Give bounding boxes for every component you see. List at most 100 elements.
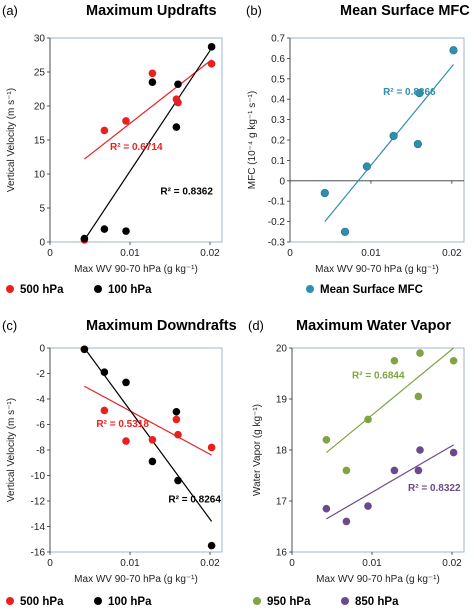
y-tick-label: -14 <box>31 522 46 533</box>
y-tick-label: 20 <box>34 102 46 113</box>
data-point <box>207 60 216 68</box>
data-point <box>390 466 399 475</box>
y-tick-label: -4 <box>36 395 45 406</box>
data-point <box>449 356 458 365</box>
r-squared-label: R² = 0.8322 <box>408 483 461 494</box>
trend-line <box>324 64 454 222</box>
y-axis-label: Vertical Velocity (m s⁻¹) <box>6 398 17 502</box>
data-point <box>390 356 399 365</box>
r-squared-label: R² = 0.8264 <box>168 494 221 505</box>
y-tick-label: -0.3 <box>268 238 286 249</box>
x-tick-label: 0.02 <box>442 248 462 259</box>
x-tick-label: 0 <box>287 248 293 259</box>
data-point <box>172 407 181 416</box>
data-point <box>100 368 109 377</box>
data-point <box>449 448 458 457</box>
y-tick-label: 0.3 <box>271 115 285 126</box>
panel-label: (a) <box>2 3 18 18</box>
data-point <box>122 378 130 387</box>
y-tick-label: 30 <box>34 34 46 45</box>
legend-label: 100 hPa <box>108 284 152 296</box>
x-tick-label: 0 <box>289 558 295 569</box>
legend-marker <box>94 285 102 293</box>
legend-marker <box>6 285 14 293</box>
data-point <box>415 88 424 98</box>
data-point <box>100 406 109 415</box>
data-point <box>174 80 182 89</box>
legend-label: 950 hPa <box>267 596 311 608</box>
legend-marker <box>341 597 349 605</box>
data-point <box>207 443 216 452</box>
chart-title: Mean Surface MFC <box>340 3 470 19</box>
data-point <box>174 476 182 485</box>
data-point <box>80 234 89 243</box>
x-tick-label: 0.01 <box>120 248 140 259</box>
data-point <box>414 392 423 401</box>
data-point <box>172 123 181 131</box>
trend-line <box>83 47 213 241</box>
y-tick-label: 20 <box>276 344 288 355</box>
x-axis-label: Max WV 90-70 hPa (g kg⁻¹) <box>74 264 198 275</box>
data-point <box>207 541 216 550</box>
legend-marker <box>94 597 102 605</box>
chart-title: Maximum Water Vapor <box>296 318 451 334</box>
y-tick-label: 5 <box>39 204 45 215</box>
x-tick-label: 0.01 <box>361 248 381 259</box>
y-tick-label: 19 <box>276 395 288 406</box>
y-tick-label: 15 <box>34 136 46 147</box>
data-point <box>364 502 372 510</box>
data-point <box>122 227 130 235</box>
panel-label: (d) <box>248 318 264 333</box>
legend-marker <box>253 597 261 605</box>
x-axis-label: Max WV 90-70 hPa (g kg⁻¹) <box>315 264 439 275</box>
y-tick-label: 0 <box>39 344 45 355</box>
panel-2: -0.3 -0.2 -0.1 0 0.1 0.2 0.3 0.4 0.5 0.6 0.7 0 0.01 0… <box>246 3 470 296</box>
panel-label: (c) <box>2 318 17 333</box>
y-tick-label: 0 <box>39 238 45 249</box>
data-point <box>414 466 423 475</box>
y-tick-label: 0 <box>279 176 285 187</box>
y-tick-label: -0.2 <box>268 217 286 228</box>
x-tick-label: 0 <box>47 248 53 259</box>
data-point <box>413 139 422 149</box>
legend-label: 100 hPa <box>108 596 152 608</box>
chart-title: Maximum Downdrafts <box>86 318 237 334</box>
data-point <box>322 504 331 513</box>
legend: 500 hPa 100 hPa <box>6 596 152 608</box>
data-point <box>340 227 350 236</box>
data-point <box>389 131 398 141</box>
y-tick-label: 0.7 <box>271 34 285 45</box>
y-axis-label: Water Vapor (g kg⁻¹) <box>252 404 263 496</box>
legend-label: 500 hPa <box>20 284 64 296</box>
data-point <box>148 436 157 444</box>
y-axis-label: MFC (10⁻⁴ g kg⁻¹ s⁻¹) <box>247 91 258 189</box>
trend-line <box>326 347 454 454</box>
legend-label: 850 hPa <box>355 596 399 608</box>
y-tick-label: -6 <box>36 420 45 431</box>
x-tick-label: 0.02 <box>442 558 462 569</box>
data-point <box>362 162 371 171</box>
x-tick-label: 0.01 <box>362 558 382 569</box>
data-point <box>416 349 424 357</box>
x-axis-label: Max WV 90-70 hPa (g kg⁻¹) <box>74 574 198 585</box>
data-point <box>172 415 181 424</box>
data-point <box>100 126 109 135</box>
data-point <box>100 225 109 233</box>
data-point <box>174 98 182 107</box>
legend: 500 hPa 100 hPa <box>6 284 152 296</box>
legend-marker <box>6 597 14 605</box>
trend-line <box>84 385 212 456</box>
data-point <box>207 43 216 51</box>
data-point <box>122 437 130 445</box>
r-squared-label: R² = 0.5318 <box>96 419 149 430</box>
r-squared-label: R² = 0.6844 <box>352 371 405 382</box>
y-tick-label: -2 <box>36 369 45 380</box>
r-squared-label: R² = 0.8366 <box>383 87 436 98</box>
data-point <box>148 69 157 78</box>
data-point <box>174 430 182 439</box>
y-tick-label: 25 <box>34 68 46 79</box>
y-tick-label: 16 <box>276 548 288 559</box>
trend-line <box>326 444 454 520</box>
